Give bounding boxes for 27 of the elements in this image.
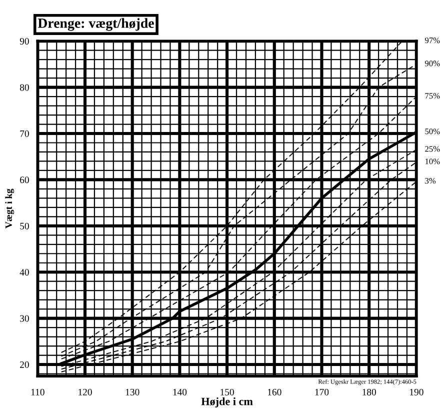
series-label: 75% bbox=[425, 93, 440, 99]
x-tick-label: 190 bbox=[410, 388, 424, 396]
y-tick-label: 30 bbox=[20, 315, 29, 322]
x-tick-label: 120 bbox=[78, 388, 92, 396]
text: 97% bbox=[425, 38, 440, 44]
x-tick-label: 160 bbox=[268, 388, 282, 396]
x-tick-label: 150 bbox=[220, 388, 234, 396]
series-label: 50% bbox=[425, 128, 440, 134]
series-label: 25% bbox=[425, 146, 440, 152]
y-axis-title: Vægt i kg bbox=[5, 188, 14, 228]
y-tick-label: 60 bbox=[20, 176, 29, 184]
series-label: 10% bbox=[425, 158, 440, 164]
x-tick-label: 180 bbox=[362, 388, 376, 396]
y-tick-label: 80 bbox=[20, 84, 29, 91]
x-tick-label: 130 bbox=[126, 388, 140, 396]
x-axis-title: Højde i cm bbox=[201, 397, 253, 408]
y-tick-label: 20 bbox=[20, 361, 29, 368]
series-label: 3% bbox=[425, 178, 436, 184]
series-label: 90% bbox=[425, 60, 440, 66]
y-tick-label: 90 bbox=[20, 38, 29, 45]
x-tick-label: 170 bbox=[315, 388, 329, 396]
y-tick-label: 50 bbox=[20, 222, 29, 230]
x-tick-label: 110 bbox=[31, 388, 44, 396]
chart-title: Drenge: vægt/højde bbox=[38, 18, 154, 31]
y-tick-label: 70 bbox=[20, 130, 29, 137]
x-tick-label: 140 bbox=[173, 388, 187, 396]
y-tick-label: 40 bbox=[20, 269, 29, 276]
